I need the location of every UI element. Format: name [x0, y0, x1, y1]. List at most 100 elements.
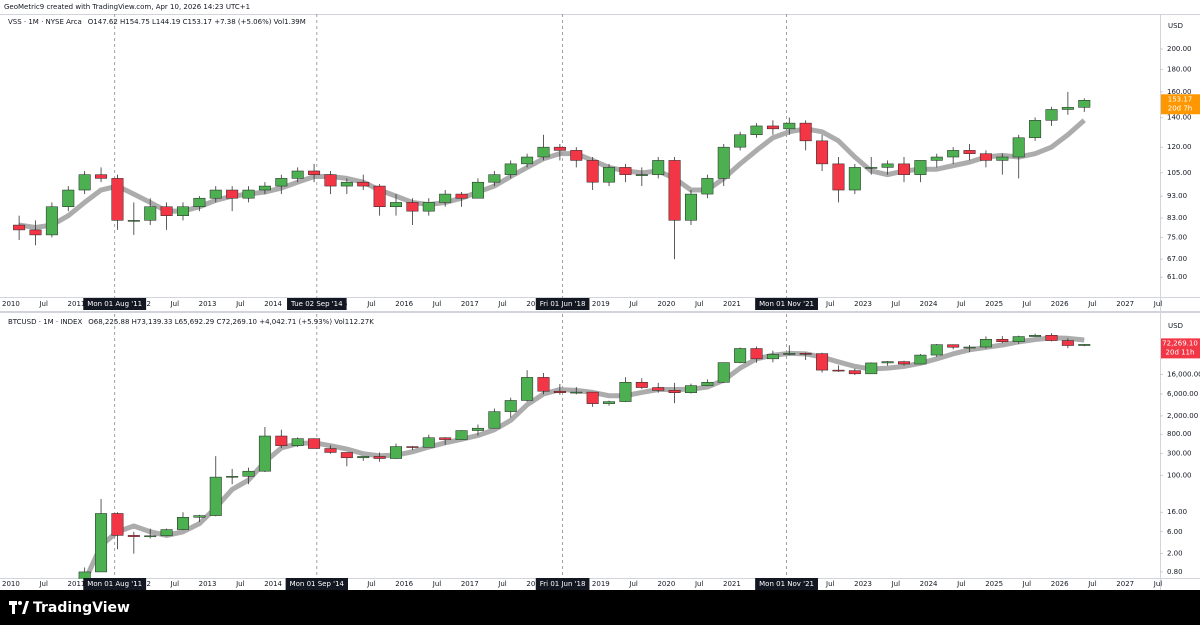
marker-label: Mon 01 Aug '11 — [87, 580, 142, 588]
candle-body — [701, 178, 714, 195]
x-tick-label: Jul — [825, 580, 835, 588]
y-tick-label: 75.00 — [1167, 233, 1187, 241]
candle-body — [209, 189, 222, 199]
candle-body — [996, 156, 1009, 161]
candle-body — [668, 160, 681, 221]
x-tick-label: Jul — [38, 580, 48, 588]
x-tick-label: Jul — [1087, 580, 1097, 588]
x-tick-label: Jul — [235, 300, 245, 308]
candle-body — [177, 517, 189, 530]
marker-label: Mon 01 Nov '21 — [759, 300, 814, 308]
candle-body — [258, 185, 271, 191]
candle-body — [340, 181, 353, 187]
logo-shape — [22, 601, 29, 614]
x-tick-label: 2018 — [526, 300, 544, 308]
candle-body — [242, 189, 255, 199]
candle-body — [324, 174, 337, 187]
candle-body — [996, 339, 1009, 342]
x-tick-label: 2026 — [1051, 300, 1069, 308]
candle-body — [603, 401, 616, 404]
x-tick-label: Jul — [497, 300, 507, 308]
x-tick-label: Jul — [170, 300, 180, 308]
candle-body — [881, 163, 894, 168]
x-tick-label: 2016 — [395, 580, 413, 588]
y-tick-label: 93.00 — [1167, 192, 1187, 200]
x-tick-label: Jul — [366, 300, 376, 308]
candle-body — [471, 181, 484, 199]
marker-label: Mon 01 Aug '11 — [87, 300, 142, 308]
candle-body — [291, 170, 304, 179]
candle-body — [308, 170, 321, 175]
candle-body — [865, 167, 878, 169]
candle-body — [766, 125, 779, 130]
candle-body — [537, 146, 550, 158]
y-tick-label: 160.00 — [1167, 88, 1192, 96]
candle-body — [848, 370, 861, 375]
candle-body — [881, 361, 894, 364]
candle-body — [717, 146, 730, 179]
candle-body — [13, 224, 26, 231]
marker-label: Fri 01 Jun '18 — [540, 300, 586, 308]
candle-body — [898, 163, 910, 175]
candle-body — [816, 353, 829, 371]
marker-label: Mon 01 Nov '21 — [759, 580, 814, 588]
candle-body — [193, 515, 206, 518]
candle-body — [701, 382, 714, 386]
tradingview-logo — [9, 601, 29, 614]
marker-label-bg — [285, 578, 348, 590]
candle-body — [357, 456, 370, 459]
x-tick-label: 2025 — [985, 300, 1003, 308]
candle-body — [832, 369, 845, 372]
y-tick-label: 100.00 — [1167, 472, 1192, 480]
candle-body — [750, 125, 763, 136]
candle-body — [160, 529, 173, 537]
candle-body — [979, 153, 992, 161]
candle-body — [177, 206, 189, 216]
x-tick-label: 2019 — [592, 300, 610, 308]
candle-body — [570, 391, 583, 394]
candle-body — [521, 377, 534, 401]
price-tag-label: 72,269.10 — [1162, 339, 1198, 347]
candle-body — [603, 167, 616, 183]
candle-body — [226, 476, 239, 478]
x-tick-label: Jul — [432, 580, 442, 588]
candle-body — [537, 377, 550, 392]
y-tick-label: 105.00 — [1167, 169, 1192, 177]
candle-body — [504, 400, 517, 412]
x-tick-label: Jul — [38, 300, 48, 308]
currency-label: USD — [1168, 22, 1183, 30]
x-tick-label: Jul — [825, 300, 835, 308]
x-tick-label: Jul — [1153, 300, 1163, 308]
y-tick-label: 300.00 — [1167, 450, 1192, 458]
candle-body — [521, 156, 534, 165]
candle-body — [635, 174, 648, 176]
candle-body — [750, 348, 763, 360]
marker-label-bg — [535, 578, 590, 590]
x-tick-label: 2013 — [199, 300, 217, 308]
candle-body — [504, 163, 517, 175]
candle-body — [488, 174, 501, 183]
logo-shape — [12, 605, 15, 614]
x-tick-label: 2020 — [657, 300, 675, 308]
candle-body — [291, 438, 304, 446]
candle-body — [816, 140, 829, 165]
x-tick-label: 2013 — [199, 580, 217, 588]
x-tick-label: Jul — [628, 300, 638, 308]
x-tick-label: Jul — [170, 580, 180, 588]
logo-shape — [18, 601, 22, 605]
candle-body — [1045, 109, 1058, 121]
candle-body — [684, 385, 697, 393]
candle-body — [914, 354, 927, 365]
x-tick-label: 2010 — [2, 580, 20, 588]
countdown-label: 20d 11h — [1166, 348, 1195, 356]
countdown-label: 20d 7h — [1168, 104, 1192, 112]
candle-body — [127, 535, 140, 537]
candle-body — [1012, 336, 1025, 342]
candle-body — [865, 362, 878, 375]
x-tick-label: 2024 — [920, 300, 938, 308]
candle-body — [979, 339, 992, 348]
candle-body — [668, 390, 681, 393]
footer-brand: TradingView — [33, 600, 130, 616]
candle-body — [635, 382, 648, 388]
x-tick-label: 2027 — [1116, 580, 1134, 588]
